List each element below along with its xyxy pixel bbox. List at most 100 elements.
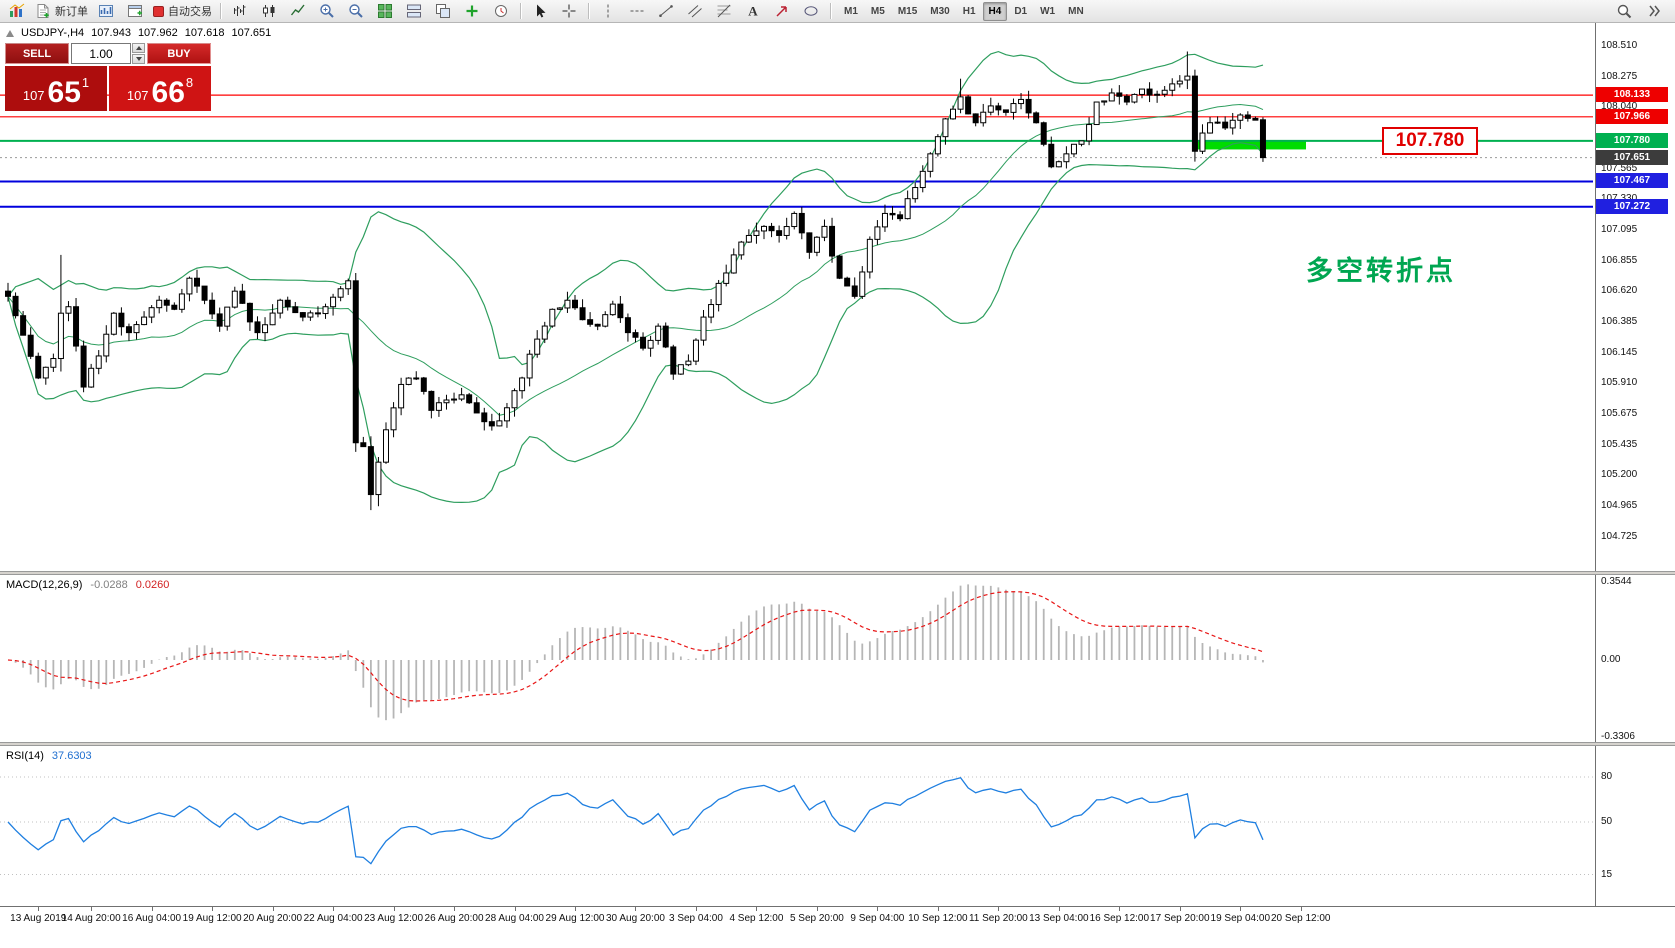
chart-area[interactable]: 108.510108.275108.040107.565107.330107.0… <box>0 23 1675 948</box>
new-order-button[interactable]: 新订单 <box>32 1 91 21</box>
toolbar-overflow-button[interactable] <box>1640 1 1668 21</box>
price-scale[interactable]: 108.510108.275108.040107.565107.330107.0… <box>1595 23 1675 906</box>
price-badge: 107.966 <box>1596 108 1668 124</box>
cursor-button[interactable] <box>526 1 554 21</box>
cascade-windows-button[interactable] <box>429 1 457 21</box>
macd-main-value: -0.0288 <box>90 579 128 591</box>
price-tick-label: 105.910 <box>1601 377 1638 389</box>
arrow-up-icon <box>135 46 142 50</box>
text-tool-button[interactable]: A <box>739 1 767 21</box>
sell-button[interactable]: SELL <box>5 43 69 64</box>
chevron-double-right-icon <box>1649 5 1660 17</box>
buy-price-display[interactable]: 107 66 8 <box>109 66 211 111</box>
time-axis-tick <box>877 907 879 911</box>
zoom-out-button[interactable] <box>342 1 370 21</box>
autotrading-button[interactable]: 自动交易 <box>150 1 215 21</box>
sell-price-pipette: 1 <box>81 75 90 90</box>
price-tick-label: 104.725 <box>1601 530 1638 542</box>
price-tick-label: 108.275 <box>1601 70 1638 82</box>
timeframe-button-D1[interactable]: D1 <box>1014 5 1028 17</box>
timeframe-button-H4[interactable]: H4 <box>982 1 1008 21</box>
sell-price-display[interactable]: 107 65 1 <box>5 66 107 111</box>
clock-icon <box>495 5 507 17</box>
fibonacci-icon <box>717 4 731 18</box>
ohlc-close: 107.651 <box>231 27 272 39</box>
price-callout-label[interactable]: 107.780 <box>1382 127 1478 155</box>
macd-canvas[interactable] <box>0 575 1595 742</box>
fibonacci-button[interactable] <box>710 1 738 21</box>
macd-histogram <box>14 584 1264 721</box>
time-axis-label: 19 Sep 04:00 <box>1210 913 1271 924</box>
candlestick-series <box>5 51 1266 511</box>
volume-increase-button[interactable] <box>132 43 145 53</box>
timeframe-button-M30[interactable]: M30 <box>930 5 950 17</box>
zoom-out-icon <box>349 4 363 18</box>
chart-line-button[interactable] <box>284 1 312 21</box>
time-axis-label: 17 Sep 20:00 <box>1150 913 1210 924</box>
price-chart-canvas[interactable] <box>0 23 1595 571</box>
time-axis-tick <box>1119 907 1121 911</box>
timeframe-button-M15[interactable]: M15 <box>897 5 918 17</box>
arrow-tool-icon <box>776 6 787 17</box>
rsi-canvas[interactable] <box>0 746 1595 906</box>
oneclick-collapse-icon[interactable] <box>6 29 14 37</box>
time-axis-tick <box>695 907 697 911</box>
macd-scale-label: 0.00 <box>1601 654 1621 665</box>
timeframe-button-MN[interactable]: MN <box>1068 5 1084 17</box>
timeframe-button-H1[interactable]: H1 <box>962 5 976 17</box>
time-axis-label: 30 Aug 20:00 <box>605 913 665 924</box>
shapes-tool-button[interactable] <box>797 1 825 21</box>
toolbar-separator <box>520 3 521 19</box>
time-axis[interactable]: 13 Aug 2019 14 Aug 20:00 16 Aug 04:00 19 Au… <box>0 906 1675 948</box>
horizontal-line-button[interactable] <box>623 1 651 21</box>
arrows-tool-button[interactable] <box>768 1 796 21</box>
new-chart-button[interactable] <box>121 1 149 21</box>
arrange-windows-button[interactable] <box>400 1 428 21</box>
sell-price-prefix: 107 <box>22 88 45 103</box>
timeframe-button-M1[interactable]: M1 <box>844 5 858 17</box>
zoom-in-icon <box>320 4 334 18</box>
time-axis-tick <box>575 907 576 911</box>
time-axis-label: 19 Aug 12:00 <box>182 913 242 924</box>
add-indicator-icon <box>466 5 478 17</box>
panel-separator[interactable] <box>0 742 1675 746</box>
time-axis-tick <box>91 907 93 911</box>
time-axis-label: 9 Sep 04:00 <box>850 913 905 924</box>
price-tick-label: 106.855 <box>1601 254 1638 266</box>
buy-button[interactable]: BUY <box>147 43 211 64</box>
chart-candles-button[interactable] <box>255 1 283 21</box>
time-axis-tick <box>393 907 395 911</box>
tile-windows-button[interactable] <box>371 1 399 21</box>
trendline-button[interactable] <box>652 1 680 21</box>
price-tick-label: 105.675 <box>1601 407 1638 419</box>
volume-input[interactable]: 1.00 <box>71 43 131 64</box>
chart-bars-button[interactable] <box>226 1 254 21</box>
search-button[interactable] <box>1610 1 1638 21</box>
profiles-button[interactable] <box>92 1 120 21</box>
horizontal-line-icon <box>630 10 644 12</box>
price-tick-label: 108.040 <box>1601 101 1638 113</box>
panel-separator[interactable] <box>0 571 1675 575</box>
volume-decrease-button[interactable] <box>132 54 145 64</box>
templates-button[interactable] <box>487 1 515 21</box>
timeframe-button-M5[interactable]: M5 <box>870 5 885 17</box>
crosshair-button[interactable] <box>555 1 583 21</box>
new-order-label: 新订单 <box>55 6 88 18</box>
crosshair-icon <box>562 4 576 18</box>
time-axis-label: 16 Sep 12:00 <box>1089 913 1150 924</box>
time-axis-label: 26 Aug 20:00 <box>424 913 484 924</box>
channel-button[interactable] <box>681 1 709 21</box>
vertical-line-button[interactable] <box>594 1 622 21</box>
time-axis-tick <box>272 907 274 911</box>
price-tick-label: 107.095 <box>1601 223 1638 235</box>
zoom-in-button[interactable] <box>313 1 341 21</box>
indicators-add-button[interactable] <box>458 1 486 21</box>
toolbar-separator <box>830 3 831 19</box>
macd-name: MACD(12,26,9) <box>6 579 83 591</box>
chart-note-text[interactable]: 多空转折点 <box>1306 256 1456 286</box>
timeframe-button-W1[interactable]: W1 <box>1040 5 1056 17</box>
bar-chart-icon <box>234 5 246 16</box>
profiles-icon <box>99 5 113 17</box>
time-axis-tick <box>1058 907 1060 911</box>
